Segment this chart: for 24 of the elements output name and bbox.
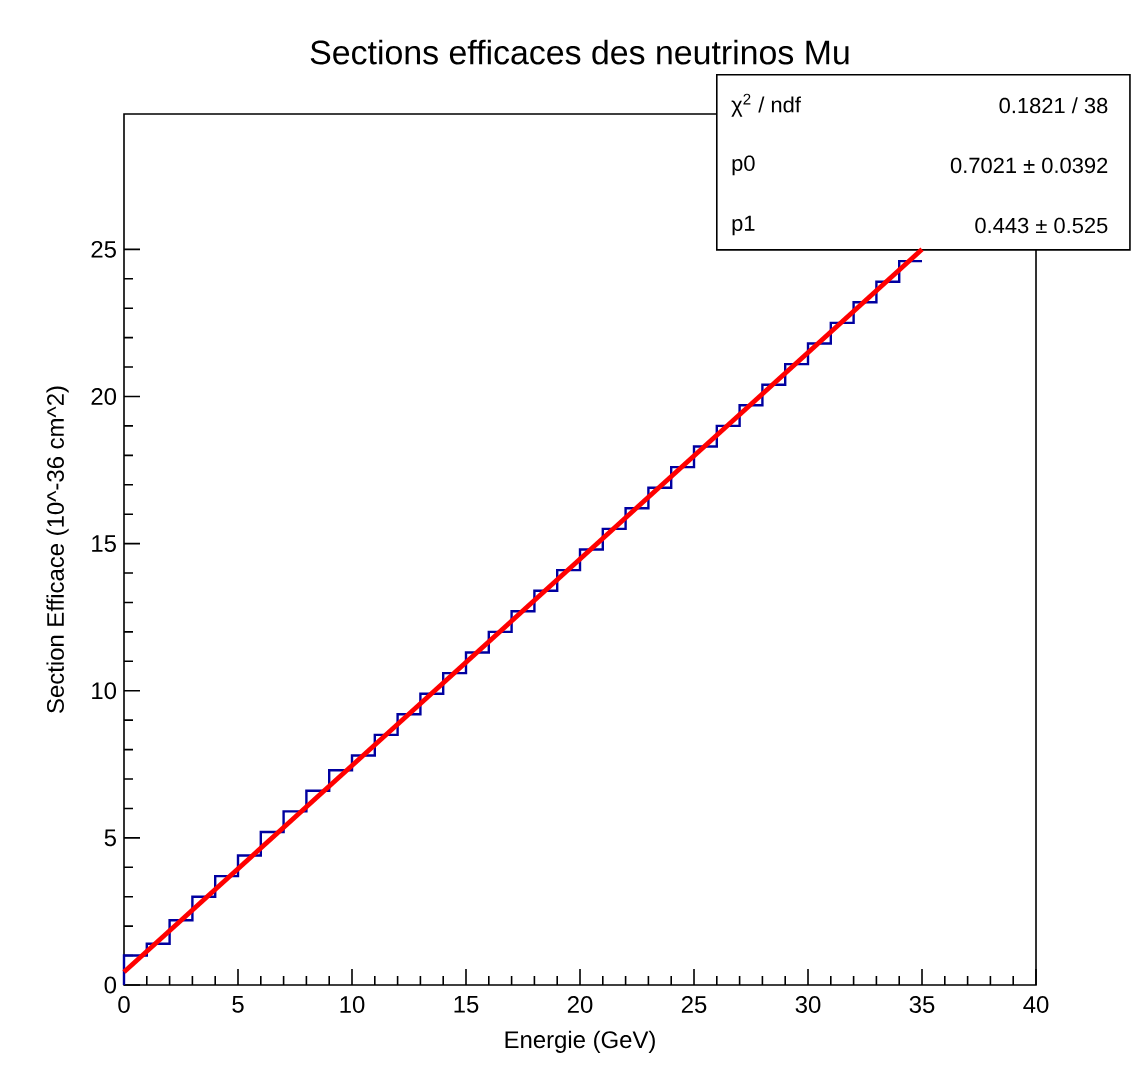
annotation: p1 bbox=[732, 215, 755, 236]
y-tick-label: 5 bbox=[104, 829, 116, 847]
y-axis-title: Section Efficace (10^-36 cm^2) bbox=[46, 386, 69, 713]
x-tick-label: 10 bbox=[340, 996, 365, 1013]
y-tick-label: 15 bbox=[92, 535, 116, 552]
x-tick-label: 35 bbox=[909, 996, 935, 1013]
x-tick-label: 25 bbox=[681, 996, 707, 1013]
x-tick-label: 30 bbox=[795, 996, 821, 1013]
x-tick-label: 5 bbox=[232, 996, 244, 1013]
x-tick-label: 40 bbox=[1023, 996, 1049, 1013]
x-tick-label: 0 bbox=[118, 996, 130, 1013]
x-tick-label: 20 bbox=[567, 996, 593, 1013]
x-axis-title: Energie (GeV) bbox=[505, 1030, 655, 1053]
chart-title: Sections efficaces des neutrinos Mu bbox=[310, 39, 849, 65]
annotation: 0.443 ± 0.525 bbox=[975, 217, 1108, 234]
annotation: p0 bbox=[732, 155, 755, 176]
annotation: χ$^{2}$ / ndf bbox=[731, 93, 801, 117]
annotation: 0.7021 ± 0.0392 bbox=[950, 157, 1108, 174]
text: 0.1821 / 38 bbox=[999, 97, 1108, 114]
y-tick-label: 20 bbox=[91, 388, 117, 405]
x-tick-label: 15 bbox=[454, 996, 479, 1013]
y-tick-label: 0 bbox=[104, 976, 117, 994]
y-tick-label: 25 bbox=[91, 240, 116, 258]
y-tick-label: 10 bbox=[92, 682, 117, 700]
